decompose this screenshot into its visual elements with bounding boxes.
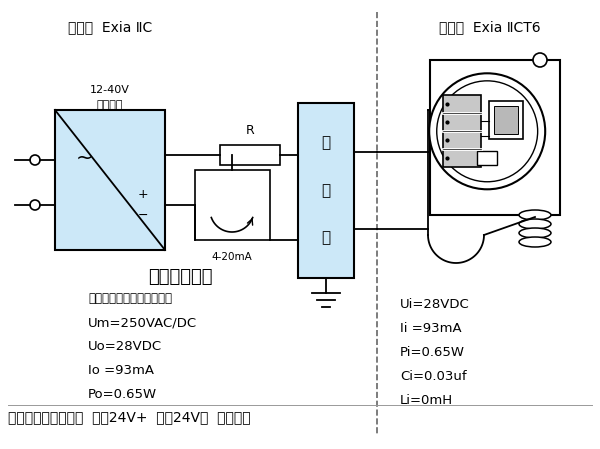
Text: 直流电源: 直流电源: [97, 100, 123, 110]
Text: Li=0mH: Li=0mH: [400, 394, 453, 407]
Bar: [298, 103, 354, 278]
Ellipse shape: [519, 228, 551, 238]
Text: 危险区  Exia ⅡCT6: 危险区 Exia ⅡCT6: [439, 20, 541, 34]
Text: Ui=28VDC: Ui=28VDC: [400, 298, 470, 311]
Text: 本安型接线图: 本安型接线图: [148, 268, 212, 286]
Text: Ii =93mA: Ii =93mA: [400, 322, 461, 335]
Circle shape: [30, 155, 40, 165]
Ellipse shape: [519, 219, 551, 229]
Circle shape: [533, 53, 547, 67]
Bar: [443, 95, 481, 167]
Text: Po=0.65W: Po=0.65W: [88, 388, 157, 401]
Text: Um=250VAC/DC: Um=250VAC/DC: [88, 316, 197, 329]
Text: Uo=28VDC: Uo=28VDC: [88, 340, 162, 353]
Text: R: R: [245, 124, 254, 137]
Bar: [220, 145, 280, 165]
Circle shape: [429, 73, 545, 189]
Circle shape: [30, 200, 40, 210]
Text: 全: 全: [322, 184, 331, 198]
Circle shape: [437, 81, 538, 182]
Bar: [55, 110, 165, 250]
Text: Io =93mA: Io =93mA: [88, 364, 154, 377]
Text: Pi=0.65W: Pi=0.65W: [400, 346, 465, 359]
Text: 安: 安: [322, 136, 331, 150]
Text: 12-40V: 12-40V: [90, 85, 130, 95]
Bar: [430, 60, 560, 215]
Text: −: −: [138, 208, 148, 221]
Bar: [477, 151, 497, 165]
Bar: [494, 106, 518, 134]
Bar: [489, 101, 523, 139]
Text: 栀: 栀: [322, 230, 331, 246]
Text: +: +: [137, 189, 148, 202]
Ellipse shape: [519, 210, 551, 220]
Ellipse shape: [519, 237, 551, 247]
Text: 注：一体化接线方式  红：24V+  蓝：24V－  黑：接地: 注：一体化接线方式 红：24V+ 蓝：24V－ 黑：接地: [8, 410, 251, 424]
Text: Ci=0.03uf: Ci=0.03uf: [400, 370, 467, 383]
Bar: [195, 170, 270, 240]
Text: ~: ~: [76, 148, 94, 168]
Text: 4-20mA: 4-20mA: [212, 252, 253, 262]
Text: （参见安全栊适用说明书）: （参见安全栊适用说明书）: [88, 292, 172, 305]
Text: 安全区  Exia ⅡC: 安全区 Exia ⅡC: [68, 20, 152, 34]
